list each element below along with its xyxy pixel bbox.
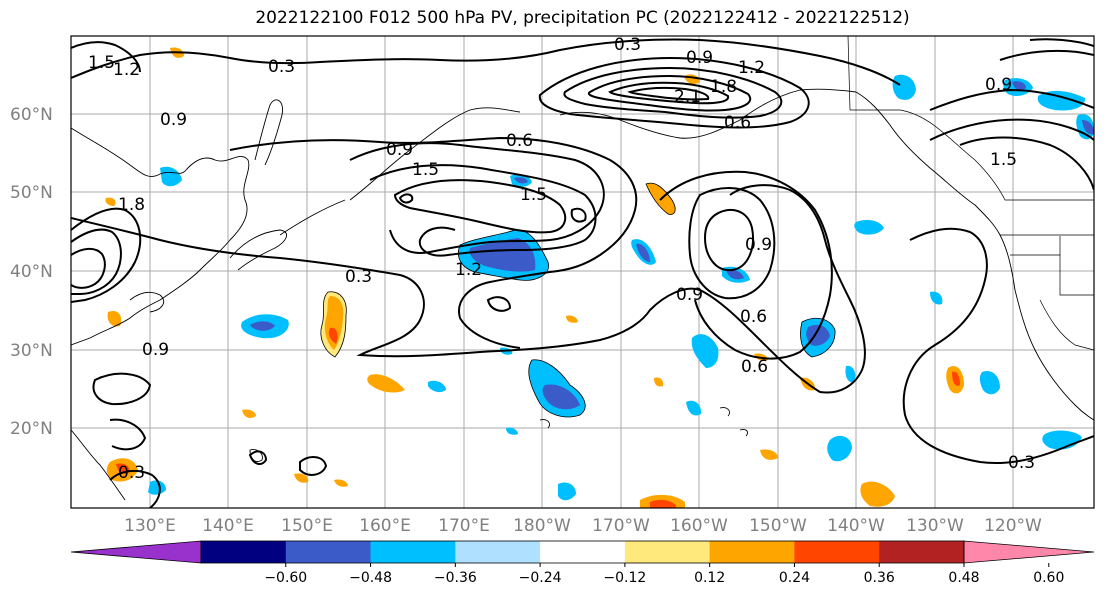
latitude-labels: 60°N 50°N 40°N 30°N 20°N [10,105,53,439]
colorbar-segment [879,541,965,563]
contour-label: 0.9 [985,75,1012,95]
colorbar-tick-label: 0.36 [864,570,895,586]
colorbar-extend-low [70,540,202,564]
lon-label: 120°W [984,516,1042,536]
contour-label: 0.3 [118,463,145,483]
colorbar-tick-label: −0.48 [349,570,392,586]
lon-label: 150°E [281,516,333,536]
colorbar-tick-label: 0.60 [1033,570,1064,586]
contour-label: 0.3 [1008,453,1035,473]
contour-labels: 1.5 1.2 0.3 0.3 0.9 1.2 1.8 2.1 0.6 0.9 … [88,35,1035,483]
contour-label: 1.8 [710,77,737,97]
contour-label: 1.8 [118,195,145,215]
shading-outlines [320,182,836,418]
colorbar-border [200,540,965,564]
colorbar-segment [370,541,456,563]
contour-label: 1.5 [88,53,115,73]
lon-label: 160°E [359,516,411,536]
lon-label: 150°W [749,516,807,536]
contour-label: 0.6 [506,131,533,151]
lon-label: 140°E [202,516,254,536]
lon-label: 180°W [513,516,571,536]
contour-label: 0.3 [614,35,641,55]
colorbar-segment [285,541,372,563]
pv-contours [71,38,1094,508]
colorbar-extend-high [963,540,1095,564]
colorbar-tick-label: 0.48 [948,570,979,586]
colorbar-tick-label: 0.24 [779,570,810,586]
lon-label: 170°W [592,516,650,536]
contour-label: 2.1 [674,87,701,107]
lon-label: 130°E [124,516,176,536]
coastlines [71,88,1094,501]
colorbar-segment [540,541,626,563]
graticule [71,36,1094,508]
lat-label: 40°N [10,262,53,282]
lat-label: 50°N [10,183,53,203]
colorbar: −0.60 −0.48 −0.36 −0.24 −0.12 0.12 0.24 0.36 0.4… [70,540,1095,586]
contour-label: 0.3 [345,267,372,287]
colorbar-tick-label: −0.60 [264,570,307,586]
colorbar-segment [201,541,287,563]
contour-label: 0.6 [724,113,751,133]
map-title: 2022122100 F012 500 hPa PV, precipitatio… [255,8,910,28]
contour-label: 0.6 [741,357,768,377]
contour-label: 0.9 [686,48,713,68]
lat-label: 30°N [10,341,53,361]
colorbar-tick-label: −0.12 [603,570,646,586]
map-frame [70,35,1095,509]
contour-label: 0.3 [268,57,295,77]
lon-label: 160°W [670,516,728,536]
contour-label: 0.9 [142,340,169,360]
lon-label: 130°W [906,516,964,536]
longitude-labels: 130°E 140°E 150°E 160°E 170°E 180°W 170°… [124,516,1042,536]
colorbar-segment [455,541,541,563]
colorbar-segment [709,541,795,563]
lat-label: 20°N [10,419,53,439]
colorbar-tick-label: 0.12 [694,570,725,586]
lon-label: 140°W [827,516,885,536]
contour-label: 0.9 [386,140,413,160]
contour-label: 0.9 [160,110,187,130]
colorbar-tick-label: −0.36 [434,570,477,586]
contour-label: 1.2 [738,58,765,78]
borders [847,36,1094,351]
lat-label: 60°N [10,105,53,125]
colorbar-tick-label: −0.24 [519,570,562,586]
colorbar-segment [624,541,711,563]
contour-label: 0.6 [740,307,767,327]
contour-label: 0.9 [745,235,772,255]
precipitation-shading [105,47,1094,508]
contour-label: 1.5 [520,185,547,205]
contour-label: 1.2 [113,60,140,80]
contour-label: 1.5 [990,150,1017,170]
lon-label: 170°E [438,516,490,536]
contour-label: 0.9 [676,285,703,305]
colorbar-segment [794,541,880,563]
contour-label: 1.2 [455,260,482,280]
contour-label: 1.5 [412,160,439,180]
